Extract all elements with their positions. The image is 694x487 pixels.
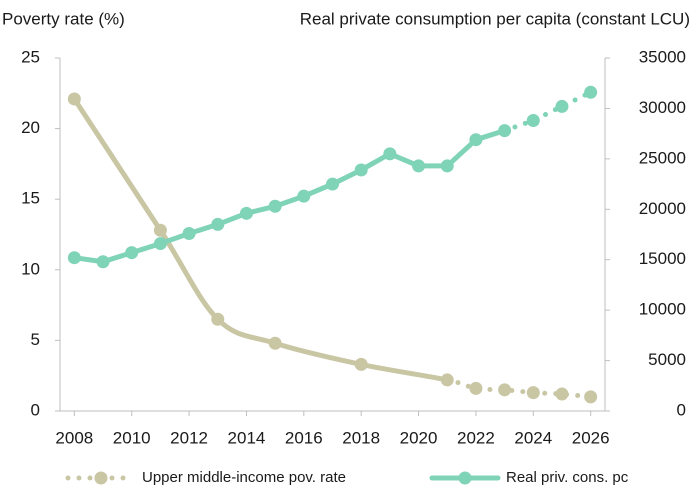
data-point	[412, 159, 426, 173]
series-line	[71, 96, 450, 383]
data-point	[354, 357, 368, 371]
data-point	[211, 217, 225, 231]
data-point	[526, 114, 540, 128]
x-tick-label: 2026	[572, 428, 610, 447]
data-point	[326, 177, 339, 191]
data-point	[584, 85, 598, 99]
x-tick-label: 2018	[342, 428, 380, 447]
data-point	[469, 381, 483, 395]
y2-tick-label: 20000	[639, 199, 686, 218]
y2-tick-label: 0	[677, 400, 686, 419]
y2-axis-title: Real private consumption per capita (con…	[300, 9, 690, 28]
data-point	[526, 386, 540, 400]
data-point	[440, 159, 454, 173]
y2-tick-label: 35000	[639, 47, 686, 66]
data-point	[383, 147, 397, 161]
x-tick-label: 2008	[55, 428, 93, 447]
data-point	[153, 237, 167, 251]
series-line	[71, 128, 508, 265]
x-tick-label: 2016	[285, 428, 323, 447]
y-tick-label: 5	[31, 330, 40, 349]
y-axis-title: Poverty rate (%)	[2, 9, 125, 28]
data-point	[67, 92, 81, 106]
legend-label: Upper middle-income pov. rate	[142, 469, 346, 486]
x-tick-label: 2012	[170, 428, 208, 447]
legend-marker	[458, 471, 472, 485]
data-point	[555, 387, 569, 401]
data-point	[297, 189, 311, 203]
data-point	[469, 133, 483, 147]
y2-tick-label: 25000	[639, 148, 686, 167]
data-point	[67, 251, 81, 265]
data-point	[354, 163, 368, 177]
legend-marker	[94, 471, 108, 485]
y2-tick-label: 15000	[639, 249, 686, 268]
data-point	[584, 390, 598, 404]
data-point	[498, 383, 512, 397]
y2-tick-label: 10000	[639, 300, 686, 319]
x-tick-label: 2022	[457, 428, 495, 447]
data-point	[440, 373, 454, 387]
y-tick-label: 25	[21, 47, 40, 66]
data-point	[555, 99, 569, 113]
y-tick-label: 10	[21, 259, 40, 278]
data-point	[498, 124, 512, 138]
data-point	[96, 255, 110, 269]
projection-line	[444, 377, 594, 400]
projection-line	[502, 89, 594, 134]
x-tick-label: 2024	[514, 428, 552, 447]
data-point	[239, 206, 253, 220]
y2-tick-label: 30000	[639, 98, 686, 117]
x-tick-label: 2020	[400, 428, 438, 447]
data-point	[125, 246, 139, 260]
data-point	[153, 223, 167, 237]
y-tick-label: 20	[21, 118, 40, 137]
data-point	[211, 312, 225, 326]
legend-label: Real priv. cons. pc	[506, 469, 629, 486]
y-tick-label: 0	[31, 400, 40, 419]
y2-tick-label: 5000	[648, 350, 686, 369]
data-point	[268, 199, 282, 213]
x-tick-label: 2014	[228, 428, 266, 447]
data-point	[182, 226, 196, 240]
x-tick-label: 2010	[113, 428, 151, 447]
data-point	[268, 336, 282, 350]
y-tick-label: 15	[21, 189, 40, 208]
